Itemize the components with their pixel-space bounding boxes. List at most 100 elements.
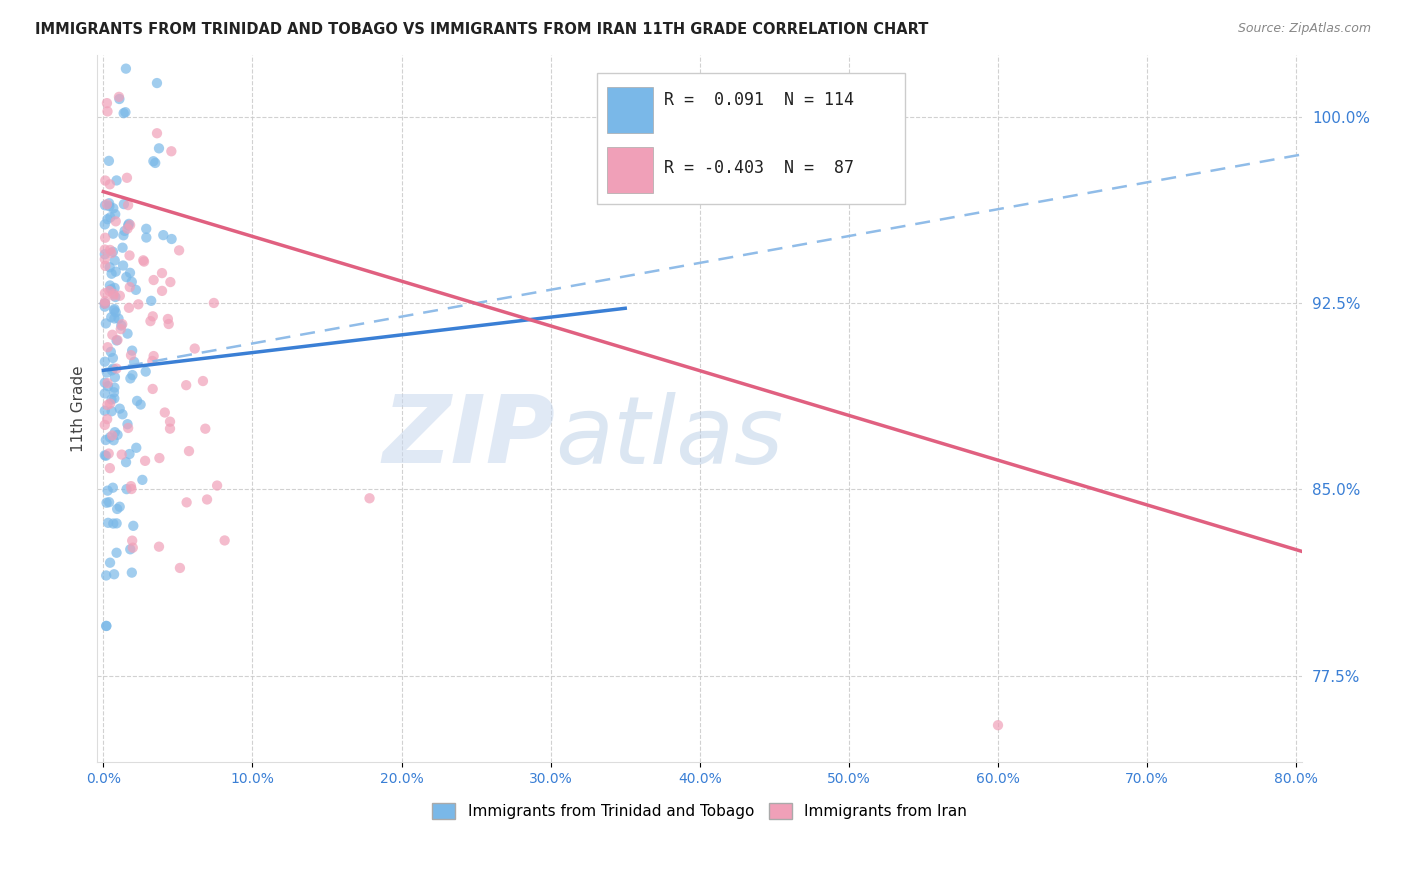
Point xyxy=(103,301,125,316)
Point xyxy=(107,333,129,347)
Point xyxy=(100,267,122,281)
Text: R =  0.091  N = 114: R = 0.091 N = 114 xyxy=(664,91,853,109)
Point xyxy=(118,447,141,461)
Point xyxy=(101,351,124,365)
Point xyxy=(97,153,120,168)
Point xyxy=(108,500,131,514)
Point xyxy=(103,303,125,318)
Point xyxy=(121,482,143,496)
Point xyxy=(94,231,117,245)
Point xyxy=(94,173,117,187)
Point xyxy=(134,454,156,468)
Text: atlas: atlas xyxy=(555,392,783,483)
Point xyxy=(142,310,165,324)
Point xyxy=(129,398,152,412)
Point xyxy=(94,296,117,310)
FancyBboxPatch shape xyxy=(607,147,652,193)
Point xyxy=(94,286,117,301)
Point xyxy=(117,221,139,235)
Point xyxy=(191,374,214,388)
Point xyxy=(96,104,118,119)
Point xyxy=(96,496,118,510)
Point xyxy=(94,247,117,261)
Point xyxy=(97,446,120,460)
Point xyxy=(127,297,149,311)
Point xyxy=(98,211,121,225)
Point xyxy=(115,270,138,285)
Point xyxy=(121,541,143,555)
Point xyxy=(101,244,124,259)
Point xyxy=(159,422,181,436)
Point xyxy=(104,265,127,279)
Point xyxy=(132,254,155,268)
Point xyxy=(132,253,155,268)
Point xyxy=(94,376,117,390)
Point xyxy=(98,461,121,475)
Point xyxy=(112,228,135,243)
Point xyxy=(94,404,117,418)
Point xyxy=(115,62,138,76)
Point xyxy=(98,556,121,570)
Point xyxy=(159,415,181,429)
Point xyxy=(103,311,125,326)
Point xyxy=(104,305,127,319)
Point xyxy=(100,246,122,260)
Point xyxy=(98,396,121,410)
Point xyxy=(156,312,179,326)
Point xyxy=(117,198,139,212)
Point xyxy=(177,444,200,458)
Point xyxy=(94,296,117,310)
Point xyxy=(117,421,139,435)
Point xyxy=(117,326,139,341)
Point xyxy=(104,370,127,384)
Text: Source: ZipAtlas.com: Source: ZipAtlas.com xyxy=(1237,22,1371,36)
Point xyxy=(143,156,166,170)
Point xyxy=(125,393,148,408)
Point xyxy=(141,354,163,368)
Point xyxy=(97,483,120,498)
Point xyxy=(118,266,141,280)
Point xyxy=(100,404,122,418)
Point xyxy=(98,260,121,275)
Point xyxy=(94,417,117,432)
Point xyxy=(108,289,131,303)
Point xyxy=(115,170,138,185)
Point xyxy=(120,218,142,232)
Point xyxy=(94,218,117,232)
Point xyxy=(105,42,128,56)
Point xyxy=(152,228,174,243)
Point xyxy=(97,340,120,354)
Point xyxy=(96,568,118,582)
Point xyxy=(114,105,136,120)
Point xyxy=(96,96,118,111)
Point xyxy=(98,495,121,509)
Point xyxy=(150,266,173,280)
Point xyxy=(104,281,127,295)
Point xyxy=(121,275,143,289)
Point xyxy=(103,286,125,301)
Point xyxy=(105,361,128,376)
Point xyxy=(153,405,176,419)
Point xyxy=(103,381,125,395)
Point xyxy=(103,385,125,400)
Point xyxy=(160,145,183,159)
Point xyxy=(115,455,138,469)
Point xyxy=(105,173,128,187)
Point xyxy=(94,252,117,267)
Point xyxy=(97,379,120,393)
Point xyxy=(100,282,122,296)
Point xyxy=(195,492,218,507)
Point xyxy=(97,0,120,3)
Point xyxy=(112,106,135,120)
Point xyxy=(359,491,381,506)
Point xyxy=(135,365,157,379)
Point xyxy=(94,355,117,369)
Point xyxy=(118,217,141,231)
Point xyxy=(108,90,131,104)
Point xyxy=(94,296,117,310)
Point xyxy=(121,566,143,580)
Y-axis label: 11th Grade: 11th Grade xyxy=(72,366,86,452)
Point xyxy=(117,219,139,233)
Point xyxy=(135,222,157,236)
Point xyxy=(101,428,124,442)
